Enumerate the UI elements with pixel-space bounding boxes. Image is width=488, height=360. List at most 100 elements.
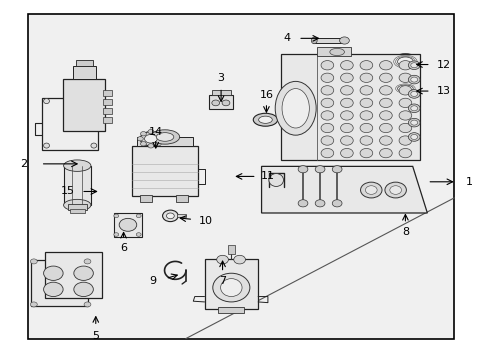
Bar [103, 99, 112, 105]
Bar [42, 98, 98, 149]
Ellipse shape [43, 266, 63, 280]
Ellipse shape [407, 118, 419, 127]
Ellipse shape [340, 73, 352, 82]
Text: 12: 12 [435, 59, 449, 69]
Polygon shape [261, 166, 427, 213]
Ellipse shape [258, 116, 272, 123]
Text: 4: 4 [283, 33, 290, 43]
Ellipse shape [155, 132, 161, 136]
Bar [176, 195, 188, 202]
Ellipse shape [156, 133, 173, 141]
Ellipse shape [379, 136, 391, 145]
Ellipse shape [398, 98, 411, 108]
Ellipse shape [340, 86, 352, 95]
Ellipse shape [212, 273, 249, 302]
Bar [103, 108, 112, 114]
Bar [73, 66, 96, 78]
Ellipse shape [379, 60, 391, 70]
Ellipse shape [211, 100, 219, 106]
Ellipse shape [398, 148, 411, 158]
Ellipse shape [91, 143, 97, 148]
Ellipse shape [137, 136, 143, 141]
Ellipse shape [298, 166, 307, 173]
Text: 14: 14 [148, 127, 163, 136]
Bar [68, 204, 86, 211]
Bar [312, 38, 344, 43]
Ellipse shape [148, 130, 154, 134]
Ellipse shape [398, 136, 411, 145]
Ellipse shape [321, 73, 333, 82]
Ellipse shape [166, 213, 174, 219]
Ellipse shape [321, 136, 333, 145]
Bar [217, 307, 244, 314]
Ellipse shape [311, 37, 317, 44]
Text: 13: 13 [436, 86, 449, 96]
Ellipse shape [74, 282, 93, 297]
Bar [64, 166, 91, 205]
Ellipse shape [407, 133, 419, 141]
Ellipse shape [148, 144, 154, 148]
Ellipse shape [329, 48, 344, 55]
Ellipse shape [379, 98, 391, 108]
Ellipse shape [407, 61, 419, 69]
Ellipse shape [233, 255, 245, 264]
Ellipse shape [407, 90, 419, 98]
Ellipse shape [379, 86, 391, 95]
Bar [31, 260, 88, 306]
Ellipse shape [140, 132, 146, 136]
Ellipse shape [379, 123, 391, 133]
Ellipse shape [321, 98, 333, 108]
Ellipse shape [398, 73, 411, 82]
Text: 2: 2 [20, 159, 28, 169]
Ellipse shape [84, 259, 91, 264]
Ellipse shape [162, 210, 178, 222]
Ellipse shape [43, 99, 49, 104]
Ellipse shape [43, 143, 49, 148]
Bar [132, 146, 198, 196]
Ellipse shape [389, 186, 401, 194]
Ellipse shape [63, 199, 91, 211]
Text: 5: 5 [92, 331, 99, 341]
Ellipse shape [216, 255, 228, 264]
Ellipse shape [397, 57, 412, 66]
Ellipse shape [331, 200, 341, 207]
Ellipse shape [359, 123, 372, 133]
Ellipse shape [268, 174, 283, 186]
Bar [76, 59, 93, 66]
Ellipse shape [74, 266, 93, 280]
Ellipse shape [43, 282, 63, 297]
Bar [204, 259, 258, 309]
Ellipse shape [398, 123, 411, 133]
Ellipse shape [119, 219, 137, 231]
Ellipse shape [359, 86, 372, 95]
Bar [63, 78, 104, 131]
Ellipse shape [391, 82, 418, 95]
Ellipse shape [359, 73, 372, 82]
Bar [27, 14, 453, 338]
Bar [177, 215, 185, 217]
Ellipse shape [398, 111, 411, 120]
Ellipse shape [340, 111, 352, 120]
Ellipse shape [298, 200, 307, 207]
Ellipse shape [315, 166, 325, 173]
Ellipse shape [140, 141, 146, 146]
Ellipse shape [379, 111, 391, 120]
Ellipse shape [360, 182, 381, 198]
Ellipse shape [398, 60, 411, 70]
Ellipse shape [30, 302, 37, 307]
Ellipse shape [282, 89, 309, 128]
Ellipse shape [275, 81, 316, 135]
Bar [281, 54, 419, 160]
Ellipse shape [359, 148, 372, 158]
Ellipse shape [340, 98, 352, 108]
Ellipse shape [339, 37, 348, 44]
Ellipse shape [379, 148, 391, 158]
Ellipse shape [30, 259, 37, 264]
Ellipse shape [136, 214, 141, 218]
Bar [227, 244, 235, 253]
Ellipse shape [253, 113, 277, 126]
Ellipse shape [359, 98, 372, 108]
Ellipse shape [321, 111, 333, 120]
Ellipse shape [220, 279, 242, 297]
Bar [70, 210, 84, 213]
